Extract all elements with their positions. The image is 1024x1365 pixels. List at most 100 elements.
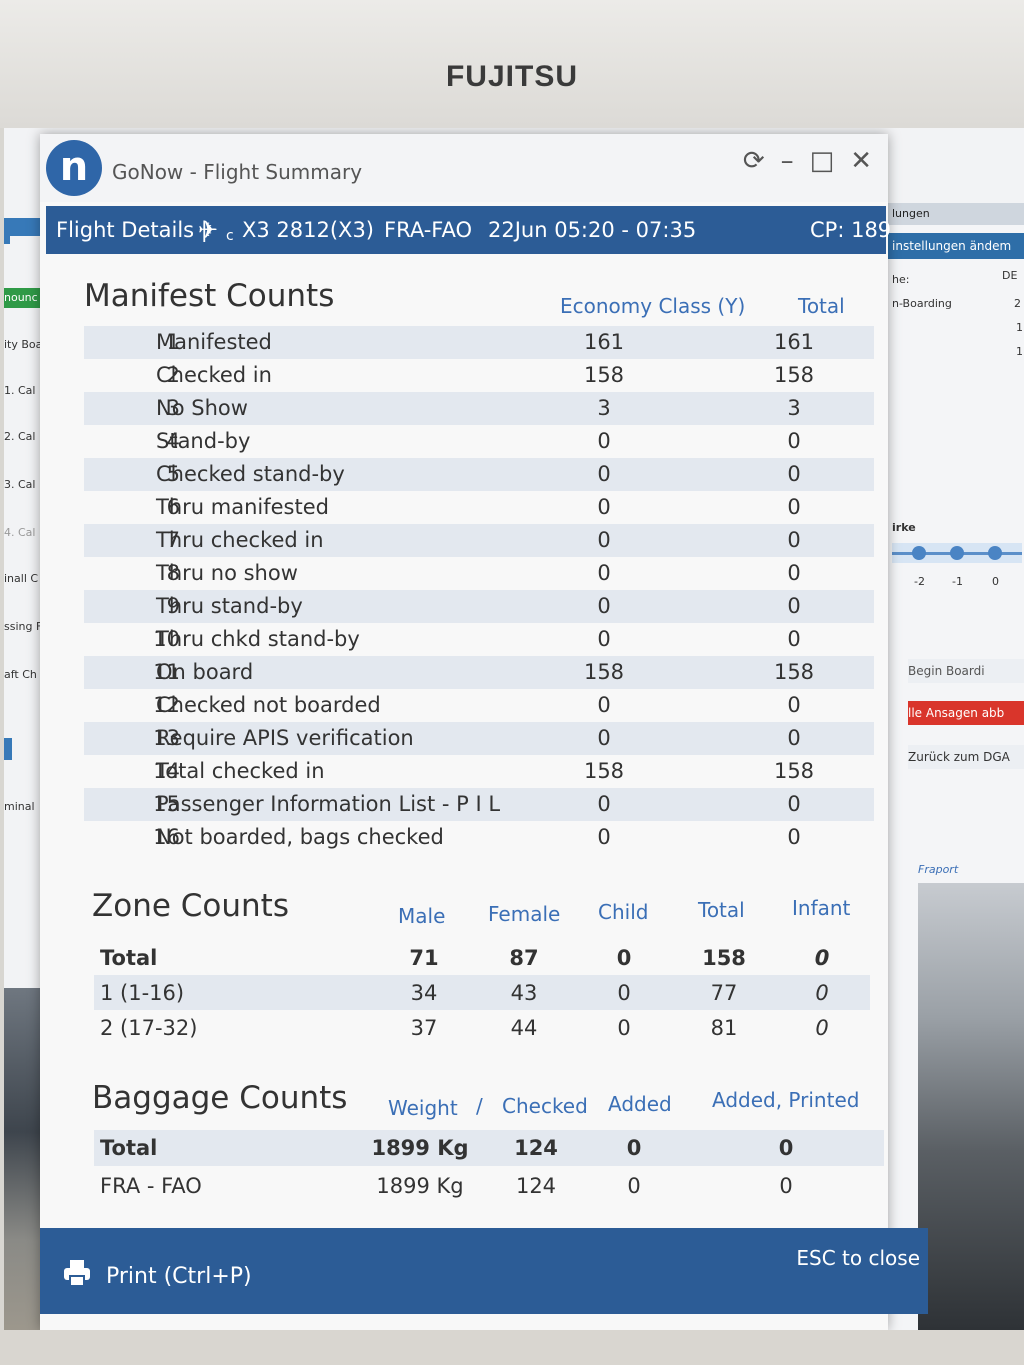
background-item[interactable]: ity Boa — [4, 338, 43, 351]
row-number: 10 — [153, 627, 180, 651]
female-value: 43 — [510, 981, 538, 1005]
row-number: 7 — [166, 528, 180, 552]
background-item[interactable]: minal — [4, 800, 35, 813]
flight-summary-dialog: n GoNow - Flight Summary ⟳ – □ ✕ Flight Det… — [40, 134, 928, 1330]
announce-tab[interactable]: nounc — [4, 288, 42, 308]
row-number: 5 — [166, 462, 180, 486]
settings-change-button[interactable]: instellungen ändem — [888, 233, 1024, 259]
minimize-icon[interactable]: – — [780, 146, 794, 176]
background-label: n-Boarding — [892, 297, 952, 310]
row-label: Checked in — [156, 363, 272, 387]
printer-icon[interactable] — [62, 1258, 92, 1288]
row-number: 12 — [153, 693, 180, 717]
total-value: 0 — [787, 693, 801, 717]
manifest-counts-title: Manifest Counts — [84, 278, 335, 314]
back-to-dga-button[interactable]: Zurück zum DGA — [908, 745, 1024, 769]
cp-count: CP: 189 — [810, 218, 892, 242]
zone-label: 2 (17-32) — [100, 1016, 198, 1040]
background-item[interactable]: aft Ch — [4, 668, 37, 681]
monitor-bezel-bottom — [0, 1330, 1024, 1365]
print-button[interactable]: Print (Ctrl+P) — [106, 1264, 252, 1289]
slider-handle[interactable] — [912, 546, 926, 560]
slider-tick: -2 — [914, 575, 925, 588]
economy-value: 158 — [583, 759, 625, 783]
economy-value: 0 — [597, 825, 611, 849]
background-item[interactable]: inall C — [4, 572, 39, 585]
zone-label: Total — [100, 946, 158, 970]
total-value: 0 — [787, 792, 801, 816]
airplane-icon: ✈ — [198, 216, 219, 244]
slider-handle[interactable] — [950, 546, 964, 560]
close-icon[interactable]: ✕ — [850, 146, 872, 176]
row-label: Total checked in — [156, 759, 325, 783]
background-item[interactable]: 2. Cal — [4, 430, 36, 443]
added-printed-header: Added, Printed — [712, 1088, 860, 1112]
monitor-bezel-left — [0, 128, 4, 1365]
row-number: 13 — [153, 726, 180, 750]
infant-header: Infant — [792, 896, 851, 920]
economy-value: 0 — [597, 726, 611, 750]
table-row: 2 Checked in 158 158 — [84, 359, 874, 392]
row-label: Stand-by — [156, 429, 251, 453]
background-item[interactable]: 3. Cal — [4, 478, 36, 491]
volume-slider[interactable] — [892, 543, 1022, 563]
monitor-brand-logo: FUJITSU — [445, 60, 578, 93]
cancel-announcements-button[interactable]: lle Ansagen abb — [908, 701, 1024, 725]
window-controls: ⟳ – □ ✕ — [727, 146, 872, 176]
table-row: Total 71 87 0 158 0 — [94, 940, 870, 975]
table-row: FRA - FAO 1899 Kg 124 0 0 — [94, 1168, 884, 1204]
background-value: DE — [1002, 269, 1018, 282]
added-printed-value: 0 — [778, 1136, 794, 1160]
checked-header: Checked — [502, 1094, 588, 1118]
total-value: 158 — [773, 660, 815, 684]
background-value: 1 — [1016, 321, 1023, 334]
row-number: 4 — [166, 429, 180, 453]
monitor-bezel: FUJITSU — [0, 0, 1024, 128]
maximize-icon[interactable]: □ — [809, 146, 835, 176]
checked-value: 124 — [515, 1174, 557, 1198]
row-label: Require APIS verification — [156, 726, 414, 750]
row-label: No Show — [156, 396, 248, 420]
route-label: FRA - FAO — [100, 1174, 202, 1198]
esc-close-hint[interactable]: ESC to close — [796, 1246, 920, 1270]
background-app-right: lungen instellungen ändem he: DE n-Board… — [888, 203, 1024, 1330]
row-label: Thru stand-by — [156, 594, 303, 618]
screen: nounc ity Boa 1. Cal 2. Cal 3. Cal 4. Ca… — [4, 128, 1024, 1330]
row-number: 9 — [166, 594, 180, 618]
total-value: 0 — [787, 561, 801, 585]
economy-class-header: Economy Class (Y) — [560, 294, 746, 318]
begin-boarding-button[interactable]: Begin Boardi — [908, 659, 1024, 683]
added-value: 0 — [627, 1174, 641, 1198]
table-row: Total 1899 Kg 124 0 0 — [94, 1130, 884, 1166]
background-camera-image — [4, 988, 44, 1330]
economy-value: 0 — [597, 594, 611, 618]
background-label: he: — [892, 273, 910, 286]
row-label: Thru no show — [156, 561, 298, 585]
flight-number: X3 2812(X3) — [242, 218, 374, 242]
row-number: 11 — [153, 660, 180, 684]
background-item[interactable]: 1. Cal — [4, 384, 36, 397]
total-value: 77 — [710, 981, 738, 1005]
total-value: 0 — [787, 462, 801, 486]
refresh-icon[interactable]: ⟳ — [742, 146, 765, 176]
background-item[interactable]: ssing F — [4, 620, 43, 633]
app-logo-icon: n — [46, 140, 102, 196]
zone-counts-title: Zone Counts — [92, 888, 289, 924]
background-header-bar — [4, 218, 44, 236]
total-value: 3 — [787, 396, 801, 420]
economy-value: 0 — [597, 429, 611, 453]
total-header: Total — [798, 294, 845, 318]
table-row: 3 No Show 3 3 — [84, 392, 874, 425]
slider-handle[interactable] — [988, 546, 1002, 560]
total-value: 0 — [787, 429, 801, 453]
economy-value: 0 — [597, 561, 611, 585]
male-value: 71 — [409, 946, 439, 970]
child-value: 0 — [617, 1016, 631, 1040]
row-number: 15 — [153, 792, 180, 816]
row-number: 16 — [153, 825, 180, 849]
added-header: Added — [608, 1092, 672, 1116]
slider-tick: -1 — [952, 575, 963, 588]
weight-value: 1899 Kg — [376, 1174, 464, 1198]
background-item[interactable]: 4. Cal — [4, 526, 36, 539]
economy-value: 0 — [597, 495, 611, 519]
